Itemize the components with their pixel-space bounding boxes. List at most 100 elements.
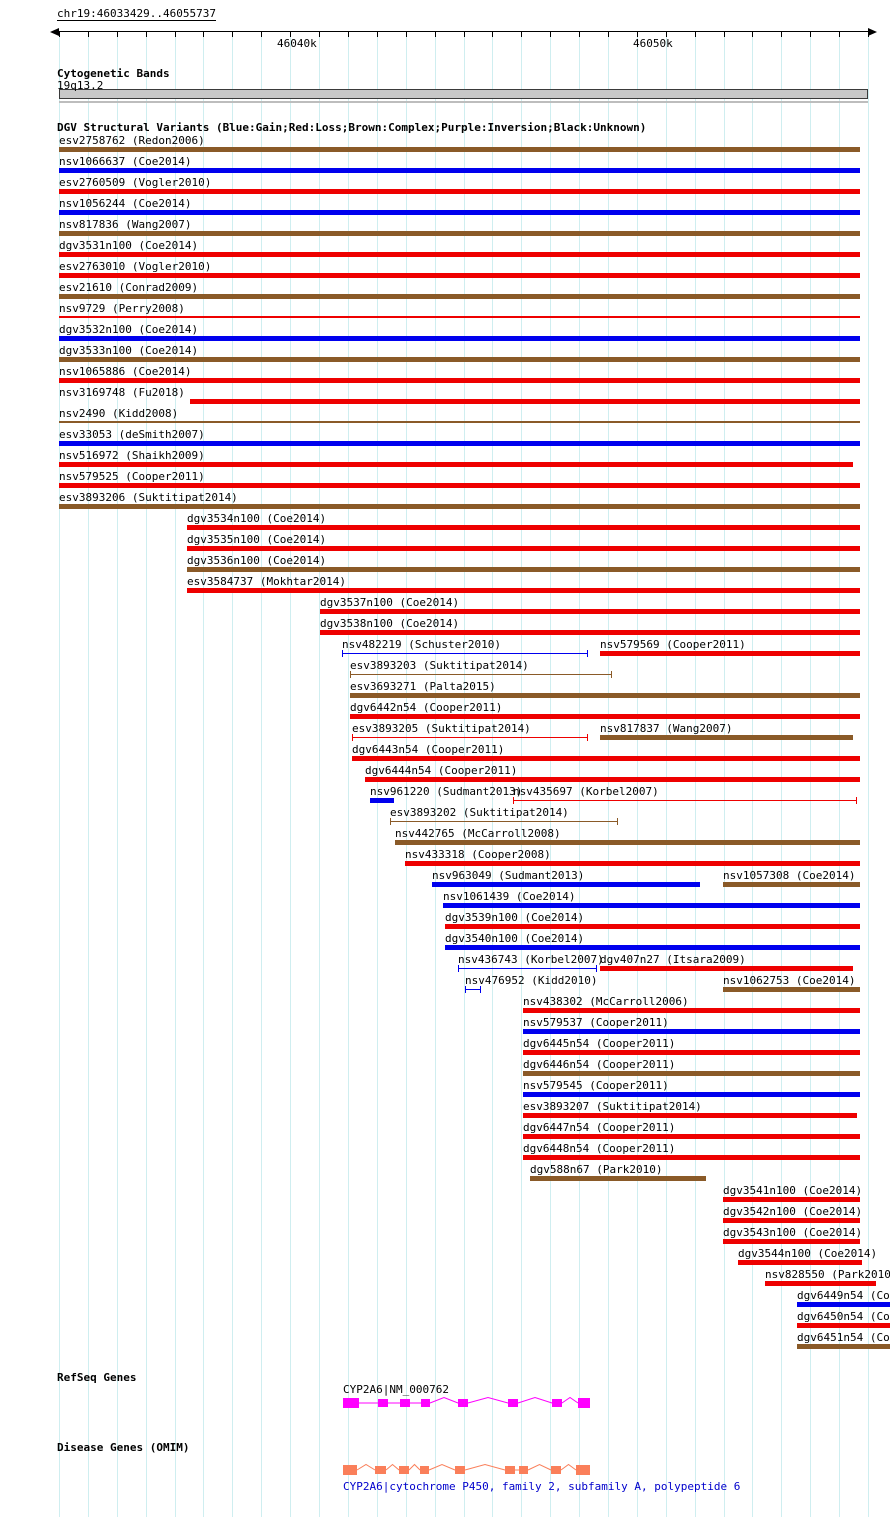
- variant-label[interactable]: esv3893206 (Suktitipat2014): [59, 491, 238, 504]
- variant-label[interactable]: dgv3533n100 (Coe2014): [59, 344, 199, 357]
- variant-label[interactable]: nsv817836 (Wang2007): [59, 218, 192, 231]
- variant-bar[interactable]: [723, 1197, 860, 1202]
- variant-label[interactable]: nsv3169748 (Fu2018): [59, 386, 185, 399]
- variant-label[interactable]: nsv828550 (Park2010): [765, 1268, 890, 1281]
- variant-bar[interactable]: [405, 861, 860, 866]
- variant-bar[interactable]: [59, 483, 860, 488]
- variant-label[interactable]: nsv1061439 (Coe2014): [443, 890, 576, 903]
- variant-bar[interactable]: [797, 1323, 890, 1328]
- variant-label[interactable]: dgv6450n54 (Coop: [797, 1310, 890, 1323]
- variant-label[interactable]: dgv3537n100 (Coe2014): [320, 596, 460, 609]
- variant-label[interactable]: dgv407n27 (Itsara2009): [600, 953, 746, 966]
- variant-label[interactable]: esv3893203 (Suktitipat2014): [350, 659, 529, 672]
- variant-label[interactable]: nsv579525 (Cooper2011): [59, 470, 205, 483]
- variant-range[interactable]: [352, 734, 588, 741]
- variant-bar[interactable]: [600, 651, 860, 656]
- variant-bar[interactable]: [365, 777, 860, 782]
- variant-range[interactable]: [350, 671, 612, 678]
- variant-label[interactable]: esv3893207 (Suktitipat2014): [523, 1100, 702, 1113]
- variant-bar[interactable]: [59, 168, 860, 173]
- variant-label[interactable]: nsv2490 (Kidd2008): [59, 407, 179, 420]
- variant-label[interactable]: nsv476952 (Kidd2010): [465, 974, 598, 987]
- variant-label[interactable]: dgv6446n54 (Cooper2011): [523, 1058, 676, 1071]
- variant-bar[interactable]: [320, 609, 860, 614]
- variant-bar[interactable]: [523, 1050, 860, 1055]
- variant-label[interactable]: esv3893202 (Suktitipat2014): [390, 806, 569, 819]
- refseq-gene-model[interactable]: [0, 1394, 890, 1412]
- variant-bar[interactable]: [738, 1260, 862, 1265]
- variant-bar[interactable]: [600, 966, 853, 971]
- variant-label[interactable]: esv21610 (Conrad2009): [59, 281, 199, 294]
- variant-label[interactable]: dgv6444n54 (Cooper2011): [365, 764, 518, 777]
- variant-bar[interactable]: [723, 1239, 860, 1244]
- variant-label[interactable]: dgv6443n54 (Cooper2011): [352, 743, 505, 756]
- variant-bar[interactable]: [187, 546, 860, 551]
- variant-label[interactable]: nsv1057308 (Coe2014): [723, 869, 856, 882]
- variant-label[interactable]: nsv1056244 (Coe2014): [59, 197, 192, 210]
- variant-bar[interactable]: [523, 1071, 860, 1076]
- variant-label[interactable]: nsv1065886 (Coe2014): [59, 365, 192, 378]
- variant-label[interactable]: dgv3543n100 (Coe2014): [723, 1226, 863, 1239]
- variant-bar[interactable]: [59, 441, 860, 446]
- variant-label[interactable]: nsv435697 (Korbel2007): [513, 785, 659, 798]
- variant-bar[interactable]: [445, 945, 860, 950]
- variant-label[interactable]: nsv436743 (Korbel2007): [458, 953, 604, 966]
- variant-bar[interactable]: [723, 987, 860, 992]
- variant-label[interactable]: dgv3544n100 (Coe2014): [738, 1247, 878, 1260]
- refseq-gene-label[interactable]: CYP2A6|NM_000762: [343, 1383, 449, 1396]
- variant-bar[interactable]: [350, 693, 860, 698]
- variant-bar[interactable]: [523, 1092, 860, 1097]
- variant-label[interactable]: nsv482219 (Schuster2010): [342, 638, 501, 651]
- variant-label[interactable]: nsv579537 (Cooper2011): [523, 1016, 669, 1029]
- variant-label[interactable]: dgv588n67 (Park2010): [530, 1163, 663, 1176]
- variant-bar[interactable]: [59, 147, 860, 152]
- omim-gene-model[interactable]: [0, 1461, 890, 1479]
- variant-bar[interactable]: [59, 462, 853, 467]
- variant-bar[interactable]: [765, 1281, 876, 1286]
- variant-bar[interactable]: [59, 210, 860, 215]
- variant-label[interactable]: dgv3531n100 (Coe2014): [59, 239, 199, 252]
- variant-bar[interactable]: [523, 1029, 860, 1034]
- variant-label[interactable]: nsv438302 (McCarroll2006): [523, 995, 689, 1008]
- omim-gene-label[interactable]: CYP2A6|cytochrome P450, family 2, subfam…: [343, 1480, 741, 1493]
- variant-label[interactable]: dgv3535n100 (Coe2014): [187, 533, 327, 546]
- variant-label[interactable]: nsv516972 (Shaikh2009): [59, 449, 205, 462]
- variant-label[interactable]: dgv3539n100 (Coe2014): [445, 911, 585, 924]
- variant-bar[interactable]: [530, 1176, 706, 1181]
- variant-bar[interactable]: [187, 588, 860, 593]
- variant-label[interactable]: nsv9729 (Perry2008): [59, 302, 185, 315]
- variant-label[interactable]: nsv817837 (Wang2007): [600, 722, 733, 735]
- variant-label[interactable]: dgv6449n54 (Coop: [797, 1289, 890, 1302]
- variant-bar[interactable]: [59, 294, 860, 299]
- variant-bar[interactable]: [59, 378, 860, 383]
- variant-label[interactable]: esv2758762 (Redon2006): [59, 134, 205, 147]
- variant-label[interactable]: esv3893205 (Suktitipat2014): [352, 722, 531, 735]
- variant-label[interactable]: dgv6451n54 (Coop: [797, 1331, 890, 1344]
- variant-label[interactable]: nsv963049 (Sudmant2013): [432, 869, 585, 882]
- variant-range[interactable]: [390, 818, 618, 825]
- variant-bar[interactable]: [187, 525, 860, 530]
- variant-bar[interactable]: [523, 1134, 860, 1139]
- variant-bar[interactable]: [59, 189, 860, 194]
- variant-label[interactable]: esv2763010 (Vogler2010): [59, 260, 212, 273]
- variant-bar[interactable]: [59, 231, 860, 236]
- variant-bar[interactable]: [187, 567, 860, 572]
- variant-label[interactable]: dgv3538n100 (Coe2014): [320, 617, 460, 630]
- variant-range[interactable]: [513, 797, 857, 804]
- variant-bar[interactable]: [320, 630, 860, 635]
- variant-bar[interactable]: [445, 924, 860, 929]
- variant-bar[interactable]: [432, 882, 700, 887]
- variant-bar[interactable]: [523, 1113, 857, 1118]
- variant-label[interactable]: dgv3542n100 (Coe2014): [723, 1205, 863, 1218]
- variant-label[interactable]: esv3693271 (Palta2015): [350, 680, 496, 693]
- variant-bar[interactable]: [723, 882, 860, 887]
- variant-bar[interactable]: [190, 399, 860, 404]
- variant-bar[interactable]: [523, 1008, 860, 1013]
- variant-bar[interactable]: [59, 316, 860, 318]
- variant-label[interactable]: nsv442765 (McCarroll2008): [395, 827, 561, 840]
- variant-bar[interactable]: [59, 357, 860, 362]
- variant-bar[interactable]: [370, 798, 394, 803]
- variant-label[interactable]: dgv3534n100 (Coe2014): [187, 512, 327, 525]
- variant-label[interactable]: nsv579545 (Cooper2011): [523, 1079, 669, 1092]
- variant-bar[interactable]: [59, 252, 860, 257]
